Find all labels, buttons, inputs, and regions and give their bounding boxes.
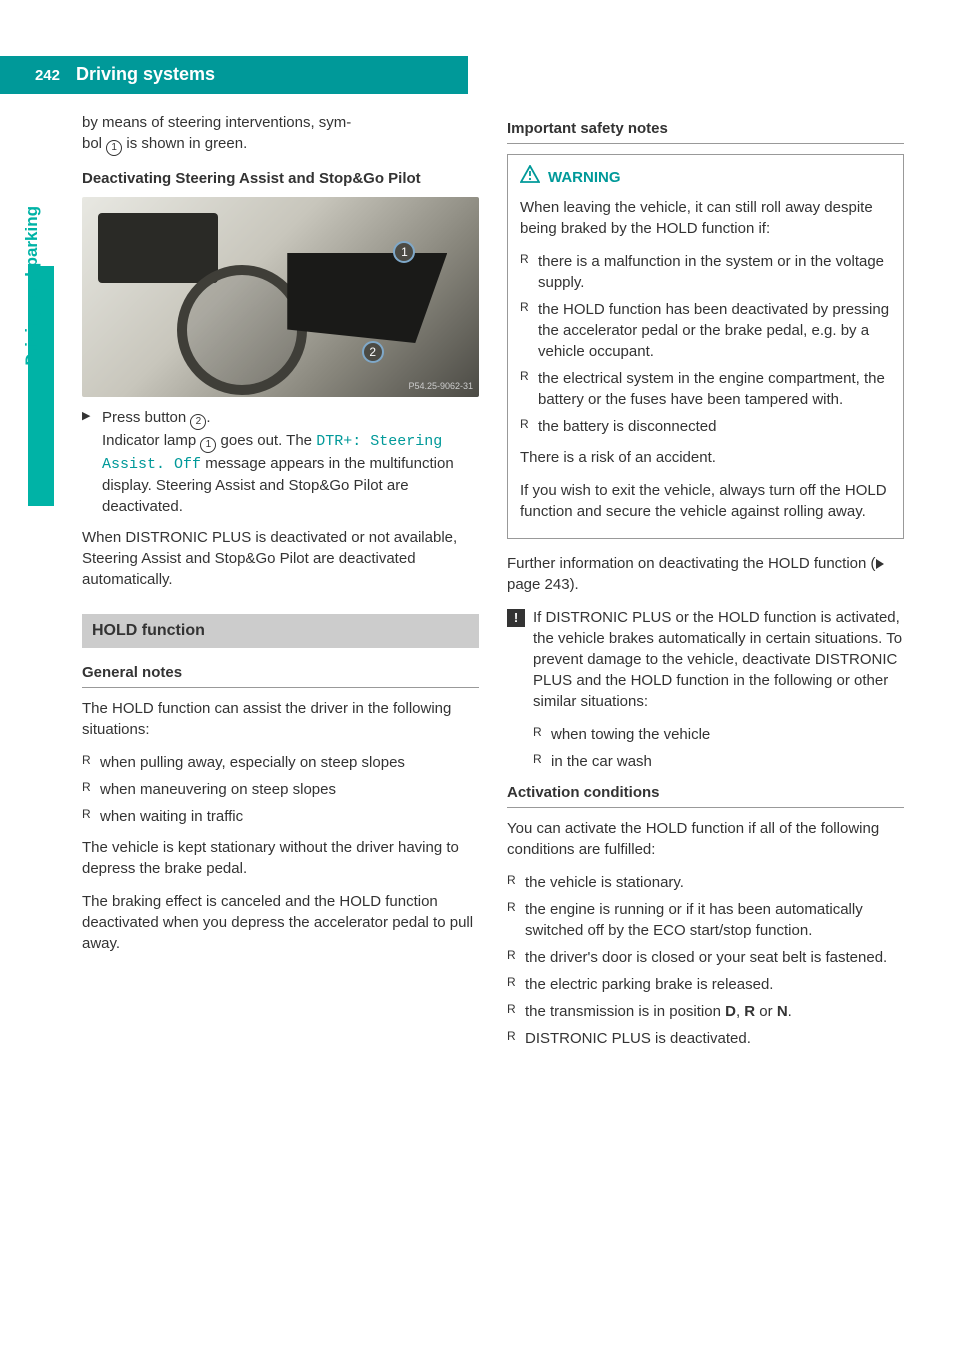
trans-r: R — [744, 1003, 755, 1020]
hold-function-bar: HOLD function — [82, 614, 479, 648]
step-text-b: . — [206, 409, 210, 426]
step2-circle-1: 1 — [200, 437, 216, 453]
list-item: the electric parking brake is released. — [507, 974, 904, 995]
list-item: the electrical system in the engine comp… — [520, 368, 891, 410]
note-list: when towing the vehicle in the car wash — [507, 724, 904, 772]
list-item: when pulling away, especially on steep s… — [82, 752, 479, 773]
list-item: the driver's door is closed or your seat… — [507, 947, 904, 968]
figure-id: P54.25-9062-31 — [408, 380, 473, 393]
activation-heading: Activation conditions — [507, 782, 904, 808]
further-a: Further information on deactivating the … — [507, 555, 876, 572]
warn-p2: There is a risk of an accident. — [520, 447, 891, 468]
warn-p1: When leaving the vehicle, it can still r… — [520, 197, 891, 239]
steering-figure: 1 2 P54.25-9062-31 — [82, 197, 479, 397]
warning-label: WARNING — [548, 167, 621, 188]
left-column: by means of steering interventions, sym-… — [82, 112, 479, 1059]
further-b: page 243). — [507, 576, 579, 593]
warning-header: WARNING — [520, 165, 891, 189]
list-item: in the car wash — [533, 751, 904, 772]
figure-callout-2: 2 — [362, 341, 384, 363]
intro-paragraph: by means of steering interventions, sym-… — [82, 112, 479, 156]
step-text-a: Press button — [102, 409, 190, 426]
general-notes-heading: General notes — [82, 662, 479, 688]
list-item: the engine is running or if it has been … — [507, 899, 904, 941]
trans-sep2: or — [755, 1003, 777, 1020]
note-text: If DISTRONIC PLUS or the HOLD function i… — [533, 607, 904, 712]
general-p3: The braking effect is canceled and the H… — [82, 891, 479, 954]
warn-p3: If you wish to exit the vehicle, always … — [520, 480, 891, 522]
intro-line-a: by means of steering interventions, sym- — [82, 114, 351, 131]
trans-end: . — [788, 1003, 792, 1020]
list-item: the HOLD function has been deactivated b… — [520, 299, 891, 362]
side-tab-label: Driving and parking — [20, 206, 44, 366]
warn-list: there is a malfunction in the system or … — [520, 251, 891, 437]
trans-n: N — [777, 1003, 788, 1020]
figure-dashboard — [98, 213, 218, 283]
warning-box: WARNING When leaving the vehicle, it can… — [507, 154, 904, 539]
general-list: when pulling away, especially on steep s… — [82, 752, 479, 827]
list-item: DISTRONIC PLUS is deactivated. — [507, 1028, 904, 1049]
activation-p1: You can activate the HOLD function if al… — [507, 818, 904, 860]
activation-list: the vehicle is stationary. the engine is… — [507, 872, 904, 1049]
list-item: when maneuvering on steep slopes — [82, 779, 479, 800]
trans-a: the transmission is in position — [525, 1003, 725, 1020]
figure-panel — [287, 253, 447, 343]
step-circle-2: 2 — [190, 414, 206, 430]
list-item-transmission: the transmission is in position D, R or … — [507, 1001, 904, 1022]
section-title: Driving systems — [68, 56, 468, 94]
list-item: the vehicle is stationary. — [507, 872, 904, 893]
warning-triangle-icon — [520, 165, 540, 189]
symbol-circle-1: 1 — [106, 140, 122, 156]
right-column: Important safety notes WARNING When leav… — [507, 112, 904, 1059]
intro-line-c: is shown in green. — [122, 135, 247, 152]
page-number: 242 — [0, 56, 68, 94]
further-info: Further information on deactivating the … — [507, 553, 904, 595]
list-item: there is a malfunction in the system or … — [520, 251, 891, 293]
general-p1: The HOLD function can assist the driver … — [82, 698, 479, 740]
deactivating-heading: Deactivating Steering Assist and Stop&Go… — [82, 168, 479, 189]
page-header: 242 Driving systems — [0, 56, 960, 94]
list-item: the battery is disconnected — [520, 416, 891, 437]
step2-text-a: Indicator lamp — [102, 432, 200, 449]
note-block: ! If DISTRONIC PLUS or the HOLD function… — [507, 607, 904, 712]
step2-text-b: goes out. The — [216, 432, 316, 449]
step-press-button: Press button 2. Indicator lamp 1 goes ou… — [82, 407, 479, 517]
content-wrapper: by means of steering interventions, sym-… — [0, 112, 960, 1059]
safety-heading: Important safety notes — [507, 118, 904, 144]
trans-d: D — [725, 1003, 736, 1020]
note-exclamation-icon: ! — [507, 609, 525, 627]
general-p2: The vehicle is kept stationary without t… — [82, 837, 479, 879]
distronic-paragraph: When DISTRONIC PLUS is deactivated or no… — [82, 527, 479, 590]
page-ref-icon — [876, 559, 884, 569]
list-item: when towing the vehicle — [533, 724, 904, 745]
list-item: when waiting in traffic — [82, 806, 479, 827]
intro-line-b: bol — [82, 135, 106, 152]
